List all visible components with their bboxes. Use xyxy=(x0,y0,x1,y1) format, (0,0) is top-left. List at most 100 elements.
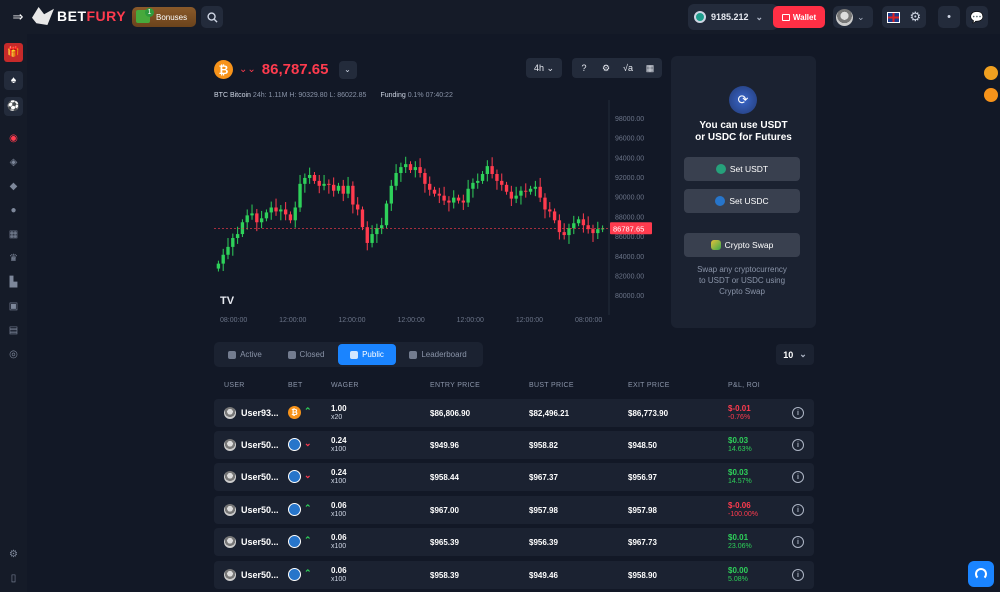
double-chevron-up-icon: ⌃ xyxy=(304,503,312,513)
bonuses-label: Bonuses xyxy=(156,12,188,22)
candle xyxy=(471,182,475,189)
candle xyxy=(255,213,259,223)
set-usdc-button[interactable]: Set USDC xyxy=(684,189,800,213)
y-tick-label: 92000.00 xyxy=(615,175,644,182)
candle xyxy=(298,183,302,208)
candle xyxy=(404,164,408,168)
x-tick-label: 08:00:00 xyxy=(220,317,247,324)
y-tick-label: 96000.00 xyxy=(615,136,644,143)
chart-toolbar: 4h ⌄ ? ⚙ √a ▦ xyxy=(526,58,662,78)
profile-menu[interactable]: ⌄ xyxy=(833,6,873,28)
search-icon xyxy=(206,11,218,23)
price-chart[interactable]: 98000.00 96000.00 94000.00 92000.00 90000.00… xyxy=(214,100,654,330)
sidebar-gift-icon[interactable]: 🎁 xyxy=(4,43,23,62)
table-row[interactable]: User50... ⌄ 0.24 x100 $949.96 $958.82 $94… xyxy=(214,431,814,459)
table-row[interactable]: User50... ⌃ 0.06 x100 $967.00 $957.98 $95… xyxy=(214,496,814,524)
notifications-button[interactable]: • xyxy=(938,6,960,28)
sidebar-settings-icon[interactable]: ⚙ xyxy=(9,549,18,560)
tab-public[interactable]: Public xyxy=(338,344,396,365)
gear-icon[interactable]: ⚙ xyxy=(909,9,922,24)
bonuses-button[interactable]: 1 Bonuses xyxy=(132,7,196,27)
search-button[interactable] xyxy=(201,6,223,28)
x-tick-label: 12:00:00 xyxy=(398,317,425,324)
candle xyxy=(500,180,504,185)
calculator-button[interactable]: ▦ xyxy=(640,58,660,78)
sidebar-clipboard-icon[interactable]: ▤ xyxy=(8,325,19,336)
bets-tabs: Active Closed Public Leaderboard xyxy=(214,342,483,367)
usdt-icon xyxy=(715,164,726,174)
user-icon xyxy=(228,350,237,359)
x-tick-label: 12:00:00 xyxy=(516,317,543,324)
x-tick-label: 12:00:00 xyxy=(279,317,306,324)
info-icon[interactable]: i xyxy=(792,536,804,548)
support-chat-button[interactable] xyxy=(968,561,994,587)
menu-toggle-icon[interactable]: ⇒ xyxy=(12,9,24,24)
asset-dropdown-button[interactable]: ⌄ xyxy=(338,60,357,79)
candle xyxy=(572,223,576,229)
sidebar-casino-icon[interactable]: ♠ xyxy=(4,71,23,90)
tab-leaderboard[interactable]: Leaderboard xyxy=(396,344,480,365)
table-row[interactable]: User50... ⌃ 0.06 x100 $965.39 $956.39 $96… xyxy=(214,528,814,556)
help-button[interactable]: ? xyxy=(574,58,594,78)
interval-select[interactable]: 4h ⌄ xyxy=(526,58,562,78)
set-usdt-button[interactable]: Set USDT xyxy=(684,157,800,181)
sidebar-wallet-icon[interactable]: ◈ xyxy=(9,157,18,168)
sidebar-leaderboard-icon[interactable]: ▙ xyxy=(9,277,18,288)
sidebar-mobile-icon[interactable]: ▯ xyxy=(10,573,17,584)
futures-panel-title: You can use USDT or USDC for Futures xyxy=(695,120,792,143)
users-icon xyxy=(350,350,359,359)
language-settings[interactable]: ⚙ xyxy=(882,6,926,28)
sidebar-sports-icon[interactable]: ⚽ xyxy=(4,97,23,116)
table-row[interactable]: User50... ⌃ 0.06 x100 $958.39 $949.46 $95… xyxy=(214,561,814,589)
x-tick-label: 12:00:00 xyxy=(338,317,365,324)
trophy-icon[interactable] xyxy=(984,66,998,80)
balance-selector[interactable]: 9185.212 ⌄ xyxy=(688,4,778,30)
table-row[interactable]: User93... ₿ ⌃ 1.00 x20 $86,806.90 $82,496… xyxy=(214,399,814,427)
candle xyxy=(370,234,374,243)
candle xyxy=(331,184,336,191)
sidebar-users-icon[interactable]: ● xyxy=(10,205,17,216)
rows-per-page-select[interactable]: 10 ⌄ xyxy=(776,344,814,365)
y-tick-label: 86000.00 xyxy=(615,234,644,241)
uk-flag-icon[interactable] xyxy=(886,11,900,23)
candle xyxy=(346,185,350,194)
wallet-button[interactable]: Wallet xyxy=(773,6,825,28)
sidebar-support-icon[interactable]: ◎ xyxy=(9,349,18,360)
candle xyxy=(413,167,417,171)
bitcoin-promo-icon[interactable] xyxy=(984,88,998,102)
info-icon[interactable]: i xyxy=(792,504,804,516)
candle xyxy=(452,197,456,203)
candle xyxy=(399,167,403,174)
bonuses-count-badge: 1 xyxy=(145,8,154,17)
sidebar-promo-icon[interactable]: ◆ xyxy=(9,181,18,192)
candle xyxy=(524,190,528,192)
logo[interactable]: BETFURY xyxy=(32,7,126,25)
table-row[interactable]: User50... ⌄ 0.24 x100 $958.44 $967.37 $95… xyxy=(214,463,814,491)
candle xyxy=(312,174,317,181)
tab-active[interactable]: Active xyxy=(216,344,274,365)
chat-button[interactable]: 💬 xyxy=(966,6,988,28)
candle xyxy=(307,174,312,178)
candle xyxy=(596,229,600,234)
price-ticker: ₿ ⌄⌄ 86,787.65 ⌄ xyxy=(214,60,357,79)
tab-closed[interactable]: Closed xyxy=(274,344,338,365)
candle xyxy=(303,177,307,184)
candle xyxy=(428,183,432,190)
info-icon[interactable]: i xyxy=(792,569,804,581)
indicators-button[interactable]: √a xyxy=(618,58,638,78)
bell-icon: • xyxy=(947,11,951,23)
sidebar-box-icon[interactable]: ▣ xyxy=(8,301,19,312)
leaderboard-icon xyxy=(409,350,418,359)
sidebar-games-icon[interactable]: ▦ xyxy=(8,229,19,240)
sidebar-vip-icon[interactable]: ♛ xyxy=(9,253,18,264)
usdc-icon xyxy=(288,470,301,483)
chevron-down-icon: ⌄ xyxy=(799,349,807,359)
info-icon[interactable]: i xyxy=(792,471,804,483)
info-icon[interactable]: i xyxy=(792,439,804,451)
chart-settings-button[interactable]: ⚙ xyxy=(596,58,616,78)
crypto-swap-button[interactable]: Crypto Swap xyxy=(684,233,800,257)
info-icon[interactable]: i xyxy=(792,407,804,419)
candle xyxy=(591,229,595,234)
sidebar-live-icon[interactable]: ◉ xyxy=(9,133,18,144)
bitcoin-icon: ₿ xyxy=(288,406,301,419)
